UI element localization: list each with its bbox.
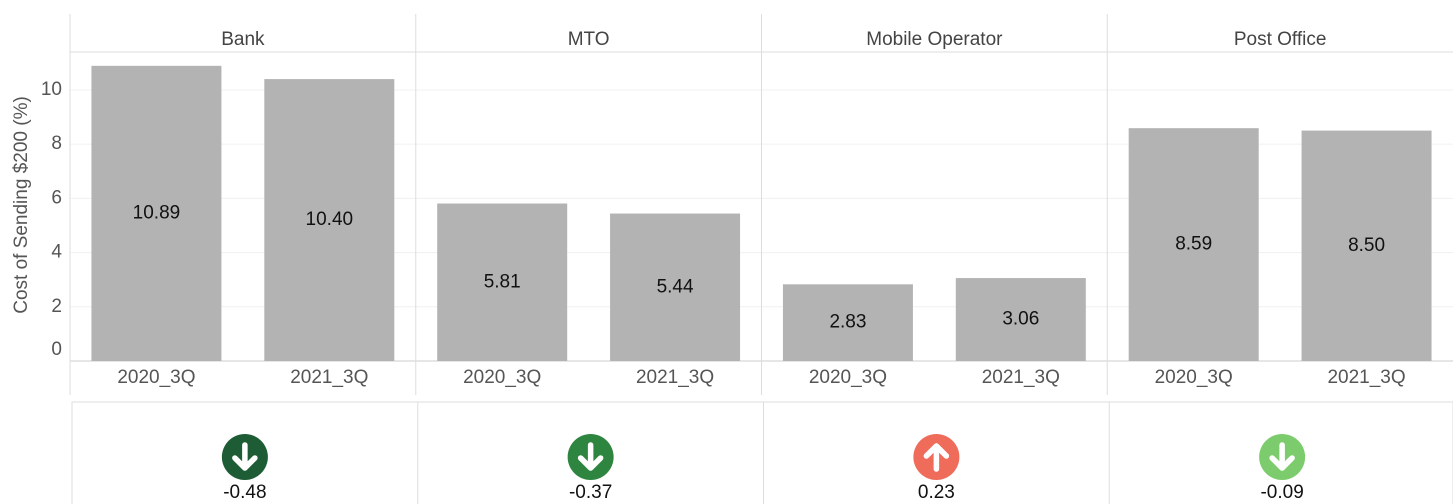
value-label: 8.59 bbox=[1175, 234, 1212, 255]
y-tick-label: 8 bbox=[51, 133, 62, 154]
change-arrow-icon bbox=[913, 434, 960, 480]
y-tick-label: 2 bbox=[51, 296, 62, 317]
bar bbox=[264, 79, 395, 362]
x-tick-label: 2021_3Q bbox=[982, 367, 1060, 388]
x-tick-label: 2021_3Q bbox=[1327, 367, 1405, 388]
panel-header: Bank bbox=[221, 29, 265, 50]
bar bbox=[610, 213, 741, 361]
change-arrow-icon bbox=[1259, 434, 1306, 480]
value-label: 3.06 bbox=[1002, 309, 1039, 330]
x-tick-label: 2020_3Q bbox=[1155, 367, 1233, 388]
panel-header: MTO bbox=[568, 29, 610, 50]
bar bbox=[782, 284, 913, 361]
x-tick-label: 2020_3Q bbox=[117, 367, 195, 388]
change-arrow-icon bbox=[221, 434, 268, 480]
arrow-glyph bbox=[1269, 442, 1295, 471]
change-value: -0.37 bbox=[569, 482, 612, 503]
value-label: 10.89 bbox=[133, 202, 181, 223]
change-arrow-icon bbox=[567, 434, 614, 480]
change-value: 0.23 bbox=[918, 482, 955, 503]
bar bbox=[437, 203, 568, 361]
value-label: 10.40 bbox=[306, 209, 354, 230]
change-value: -0.48 bbox=[223, 482, 266, 503]
arrow-glyph bbox=[232, 442, 258, 471]
x-tick-label: 2020_3Q bbox=[809, 367, 887, 388]
arrow-glyph bbox=[923, 443, 950, 472]
change-panel bbox=[71, 401, 1453, 504]
value-label: 8.50 bbox=[1348, 235, 1385, 256]
bar bbox=[1301, 130, 1432, 361]
x-tick-label: 2021_3Q bbox=[290, 367, 368, 388]
bar bbox=[1128, 128, 1259, 361]
y-tick-label: 0 bbox=[51, 339, 62, 360]
y-tick-label: 6 bbox=[51, 187, 62, 208]
value-label: 5.81 bbox=[484, 271, 521, 292]
panel-header: Post Office bbox=[1234, 29, 1327, 50]
x-tick-label: 2021_3Q bbox=[636, 367, 714, 388]
value-label: 5.44 bbox=[657, 276, 694, 297]
bar bbox=[91, 65, 222, 362]
value-label: 2.83 bbox=[829, 312, 866, 333]
arrow-glyph bbox=[577, 442, 604, 471]
panel-header: Mobile Operator bbox=[866, 29, 1003, 50]
y-tick-label: 4 bbox=[51, 242, 62, 263]
bar bbox=[955, 278, 1086, 361]
y-tick-label: 10 bbox=[41, 79, 62, 100]
change-value: -0.09 bbox=[1260, 482, 1303, 503]
y-axis-label: Cost of Sending $200 (%) bbox=[11, 96, 32, 314]
x-tick-label: 2020_3Q bbox=[463, 367, 541, 388]
